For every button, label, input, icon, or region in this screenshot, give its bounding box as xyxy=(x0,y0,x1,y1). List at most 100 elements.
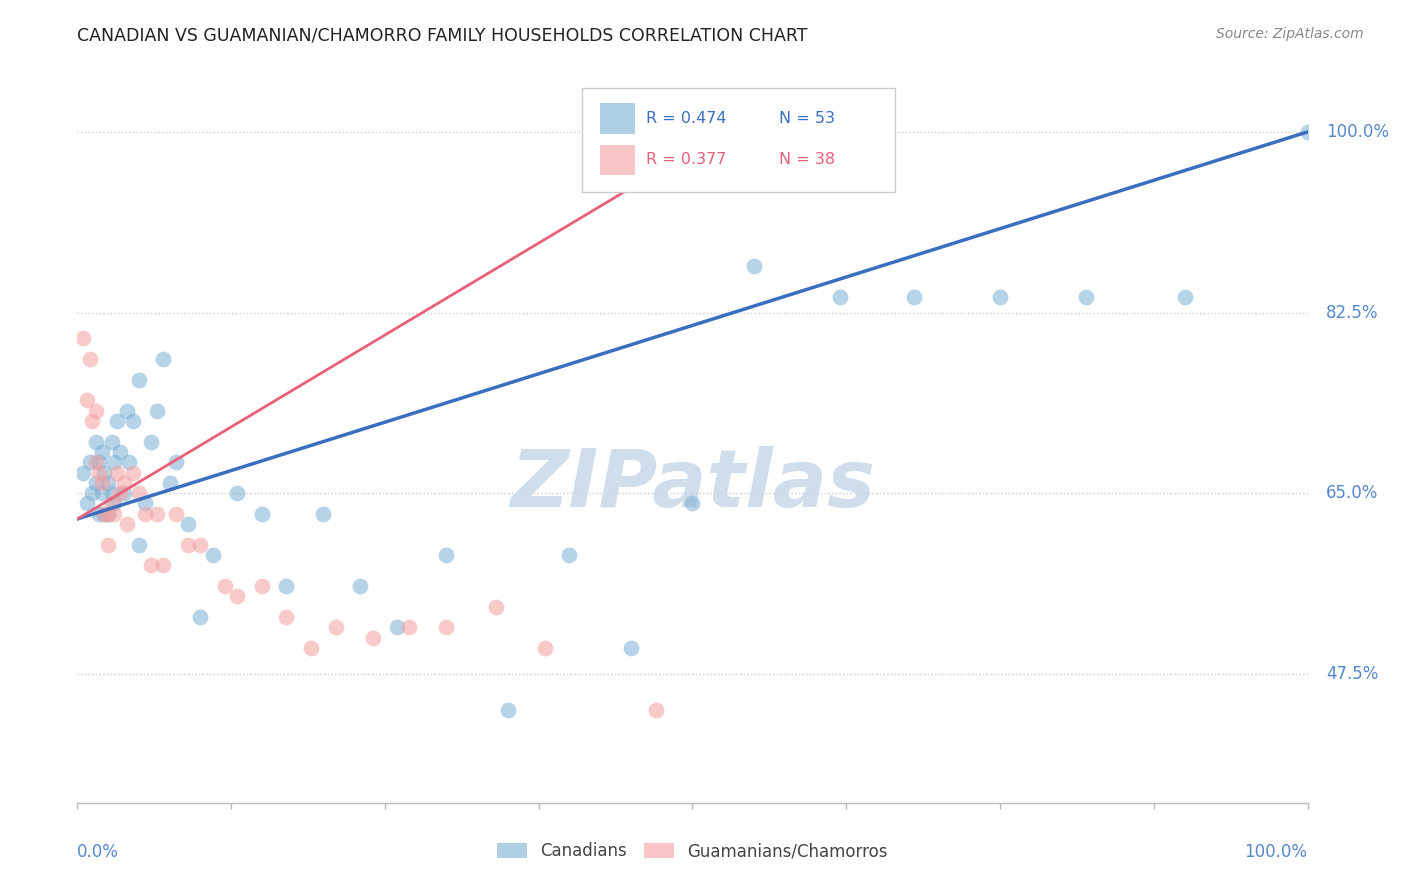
Point xyxy=(226,486,249,500)
Point xyxy=(226,590,249,604)
Point xyxy=(146,403,169,417)
Point xyxy=(89,466,111,480)
Point xyxy=(988,290,1011,304)
Point xyxy=(118,455,141,469)
Point xyxy=(436,620,458,634)
Point xyxy=(349,579,371,593)
Point xyxy=(682,496,704,510)
Point xyxy=(128,486,150,500)
Point xyxy=(1174,290,1197,304)
Point xyxy=(101,434,124,449)
Point xyxy=(1076,290,1098,304)
FancyBboxPatch shape xyxy=(600,103,634,134)
Text: N = 38: N = 38 xyxy=(779,153,835,168)
Point xyxy=(84,475,107,490)
Point xyxy=(97,507,120,521)
Point xyxy=(496,703,519,717)
Point xyxy=(115,517,138,532)
Point xyxy=(90,445,114,459)
Point xyxy=(89,455,111,469)
Point xyxy=(82,486,104,500)
Point xyxy=(276,579,298,593)
Point xyxy=(312,507,335,521)
Point xyxy=(141,558,163,573)
Point xyxy=(742,259,765,273)
Legend: Canadians, Guamanians/Chamorros: Canadians, Guamanians/Chamorros xyxy=(491,836,894,867)
Point xyxy=(82,414,104,428)
Point xyxy=(534,640,557,655)
Point xyxy=(93,507,115,521)
Point xyxy=(72,331,94,345)
Point xyxy=(134,507,156,521)
Point xyxy=(84,403,107,417)
Point xyxy=(101,496,124,510)
FancyBboxPatch shape xyxy=(600,145,634,175)
Point xyxy=(1296,125,1319,139)
Point xyxy=(90,486,114,500)
Point xyxy=(76,496,98,510)
Text: CANADIAN VS GUAMANIAN/CHAMORRO FAMILY HOUSEHOLDS CORRELATION CHART: CANADIAN VS GUAMANIAN/CHAMORRO FAMILY HO… xyxy=(77,27,808,45)
Point xyxy=(485,599,508,614)
Point xyxy=(97,507,120,521)
Text: 100.0%: 100.0% xyxy=(1244,843,1308,861)
Point xyxy=(385,620,409,634)
Point xyxy=(159,475,181,490)
Point xyxy=(97,475,120,490)
FancyBboxPatch shape xyxy=(582,87,896,193)
Point xyxy=(250,579,273,593)
Text: R = 0.377: R = 0.377 xyxy=(645,153,725,168)
Text: 0.0%: 0.0% xyxy=(77,843,120,861)
Point xyxy=(398,620,420,634)
Point xyxy=(72,466,94,480)
Point xyxy=(152,558,174,573)
Point xyxy=(110,445,132,459)
Point xyxy=(112,475,135,490)
Point xyxy=(110,486,132,500)
Point xyxy=(830,290,852,304)
Point xyxy=(165,455,187,469)
Point xyxy=(76,393,98,408)
Point xyxy=(101,486,124,500)
Point xyxy=(128,538,150,552)
Text: R = 0.474: R = 0.474 xyxy=(645,112,727,126)
Text: Source: ZipAtlas.com: Source: ZipAtlas.com xyxy=(1216,27,1364,41)
Point xyxy=(105,414,128,428)
Point xyxy=(121,466,143,480)
Point xyxy=(214,579,236,593)
Point xyxy=(177,517,200,532)
Text: ZIPatlas: ZIPatlas xyxy=(510,446,875,524)
Text: 100.0%: 100.0% xyxy=(1326,123,1389,141)
Point xyxy=(134,496,156,510)
Point xyxy=(84,455,107,469)
Point xyxy=(112,486,135,500)
Point xyxy=(121,414,143,428)
Point xyxy=(128,373,150,387)
Point xyxy=(89,507,111,521)
Point xyxy=(361,631,384,645)
Text: 47.5%: 47.5% xyxy=(1326,665,1378,682)
Point xyxy=(250,507,273,521)
Point xyxy=(93,507,115,521)
Text: 65.0%: 65.0% xyxy=(1326,484,1378,502)
Point xyxy=(325,620,347,634)
Point xyxy=(84,434,107,449)
Point xyxy=(436,548,458,562)
Point xyxy=(177,538,200,552)
Point xyxy=(201,548,224,562)
Point xyxy=(79,455,101,469)
Point xyxy=(115,403,138,417)
Point xyxy=(299,640,322,655)
Point xyxy=(644,703,666,717)
Point xyxy=(79,351,101,366)
Point xyxy=(103,455,125,469)
Point xyxy=(103,496,125,510)
Text: N = 53: N = 53 xyxy=(779,112,835,126)
Point xyxy=(188,538,212,552)
Point xyxy=(188,610,212,624)
Point xyxy=(558,548,581,562)
Point xyxy=(903,290,925,304)
Point xyxy=(103,507,125,521)
Point xyxy=(141,434,163,449)
Point xyxy=(165,507,187,521)
Point xyxy=(105,466,128,480)
